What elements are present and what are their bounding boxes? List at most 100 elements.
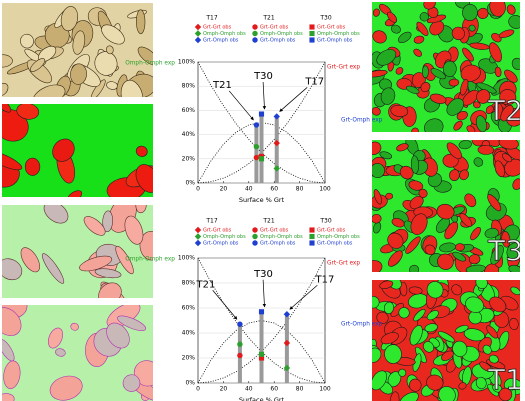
curve-label: Grt-Omph exp xyxy=(341,322,383,328)
y-tick-label: 0% xyxy=(185,380,195,387)
marker-circle xyxy=(237,322,242,327)
legend-label: Grt-Grt obs xyxy=(260,228,289,234)
x-tick-label: 60 xyxy=(270,186,278,193)
legend-label: Grt-Omph obs xyxy=(317,38,353,44)
grain xyxy=(443,61,456,77)
legend-marker xyxy=(309,24,314,29)
legend-header: T30 xyxy=(319,15,331,22)
x-tick-label: 100 xyxy=(319,386,331,393)
marker-circle xyxy=(237,342,242,347)
x-axis-label: Surface % Grt xyxy=(239,196,285,204)
legend-label: Omph-Omph obs xyxy=(317,31,360,37)
marker-circle xyxy=(254,155,259,160)
marker-square xyxy=(259,111,264,116)
legend-label: Grt-Grt obs xyxy=(260,25,289,31)
legend-marker xyxy=(252,227,257,232)
panel-label: T17 xyxy=(487,363,525,396)
legend-label: Grt-Grt obs xyxy=(203,25,232,31)
y-tick-label: 40% xyxy=(182,330,196,337)
legend-label: Grt-Grt obs xyxy=(317,228,346,234)
legend-marker xyxy=(309,31,314,36)
x-tick-label: 20 xyxy=(220,386,228,393)
x-axis-label: Surface % Grt xyxy=(239,396,285,401)
grain xyxy=(25,158,40,176)
marker-square xyxy=(259,309,264,314)
legend-label: Grt-Omph obs xyxy=(317,241,353,247)
marker-square xyxy=(259,156,264,161)
legend-marker xyxy=(252,240,257,245)
legend-header: T17 xyxy=(205,15,217,22)
bar xyxy=(285,314,289,383)
x-tick-label: 80 xyxy=(296,186,304,193)
legend-marker xyxy=(252,31,257,36)
x-tick-label: 60 xyxy=(270,386,278,393)
x-tick-label: 20 xyxy=(220,186,228,193)
y-tick-label: 20% xyxy=(182,355,196,362)
marker-square xyxy=(259,352,264,357)
bar xyxy=(260,312,264,383)
legend-marker xyxy=(309,37,314,42)
legend-label: Grt-Grt obs xyxy=(203,228,232,234)
legend-header: T30 xyxy=(319,218,331,225)
marker-circle xyxy=(237,353,242,358)
y-tick-label: 80% xyxy=(182,280,196,287)
legend-label: Grt-Grt obs xyxy=(317,25,346,31)
legend-label: Grt-Omph obs xyxy=(260,241,296,247)
y-tick-label: 60% xyxy=(182,107,196,114)
legend-marker xyxy=(252,24,257,29)
panel-label: T30 xyxy=(487,234,525,267)
y-tick-label: 100% xyxy=(178,255,195,262)
curve-label: Grt-Grt exp xyxy=(327,65,360,71)
x-tick-label: 0 xyxy=(196,386,200,393)
arrow-label: T21 xyxy=(212,80,232,91)
legend-marker xyxy=(195,24,201,30)
marker-circle xyxy=(254,122,259,127)
y-tick-label: 40% xyxy=(182,131,196,138)
legend-label: Grt-Omph obs xyxy=(203,38,239,44)
x-tick-label: 40 xyxy=(245,386,253,393)
legend-marker xyxy=(195,227,201,233)
arrow-label: T30 xyxy=(253,269,273,280)
legend-marker xyxy=(195,30,201,36)
marker-circle xyxy=(254,144,259,149)
legend-label: Omph-Omph obs xyxy=(317,234,360,240)
legend-label: Grt-Omph obs xyxy=(203,241,239,247)
micrograph: T17 xyxy=(360,273,525,401)
arrow-label: T21 xyxy=(195,279,215,290)
micrograph xyxy=(0,193,164,310)
panel-label: T21 xyxy=(487,94,525,127)
micrograph: T21 xyxy=(364,0,525,140)
legend-marker xyxy=(309,240,314,245)
micrograph: T30 xyxy=(362,131,525,280)
curve-label: Omph-Omph exp xyxy=(125,257,175,263)
grain xyxy=(385,193,393,200)
grain xyxy=(422,66,428,78)
grain xyxy=(478,145,494,155)
legend-marker xyxy=(252,37,257,42)
legend-header: T21 xyxy=(262,218,274,225)
legend-header: T21 xyxy=(262,15,274,22)
chart: 0%20%40%60%80%100%020406080100Surface % … xyxy=(125,218,383,401)
arrow-label: T30 xyxy=(253,71,273,82)
x-tick-label: 0 xyxy=(196,186,200,193)
legend-label: Omph-Omph obs xyxy=(203,31,246,37)
curve-label: Grt-Omph exp xyxy=(341,118,383,124)
curve-label: Grt-Grt exp xyxy=(327,261,360,267)
micrograph xyxy=(0,94,163,204)
curve-label: Omph-Omph exp xyxy=(125,61,175,67)
legend-marker xyxy=(195,233,201,239)
legend-header: T17 xyxy=(205,218,217,225)
legend-marker xyxy=(309,227,314,232)
legend-label: Omph-Omph obs xyxy=(260,234,303,240)
legend-label: Omph-Omph obs xyxy=(260,31,303,37)
figure: T21 T30 T17 0% 20% 40% 60% 80% 100% 0 20 40 60 80 100 S… xyxy=(0,0,525,401)
x-tick-label: 100 xyxy=(319,186,331,193)
micrograph xyxy=(0,3,161,115)
legend-marker xyxy=(195,240,201,246)
legend-label: Grt-Omph obs xyxy=(260,38,296,44)
y-tick-label: 0% xyxy=(185,180,195,187)
y-tick-label: 20% xyxy=(182,155,196,162)
grain xyxy=(136,10,145,34)
legend-marker xyxy=(195,37,201,43)
